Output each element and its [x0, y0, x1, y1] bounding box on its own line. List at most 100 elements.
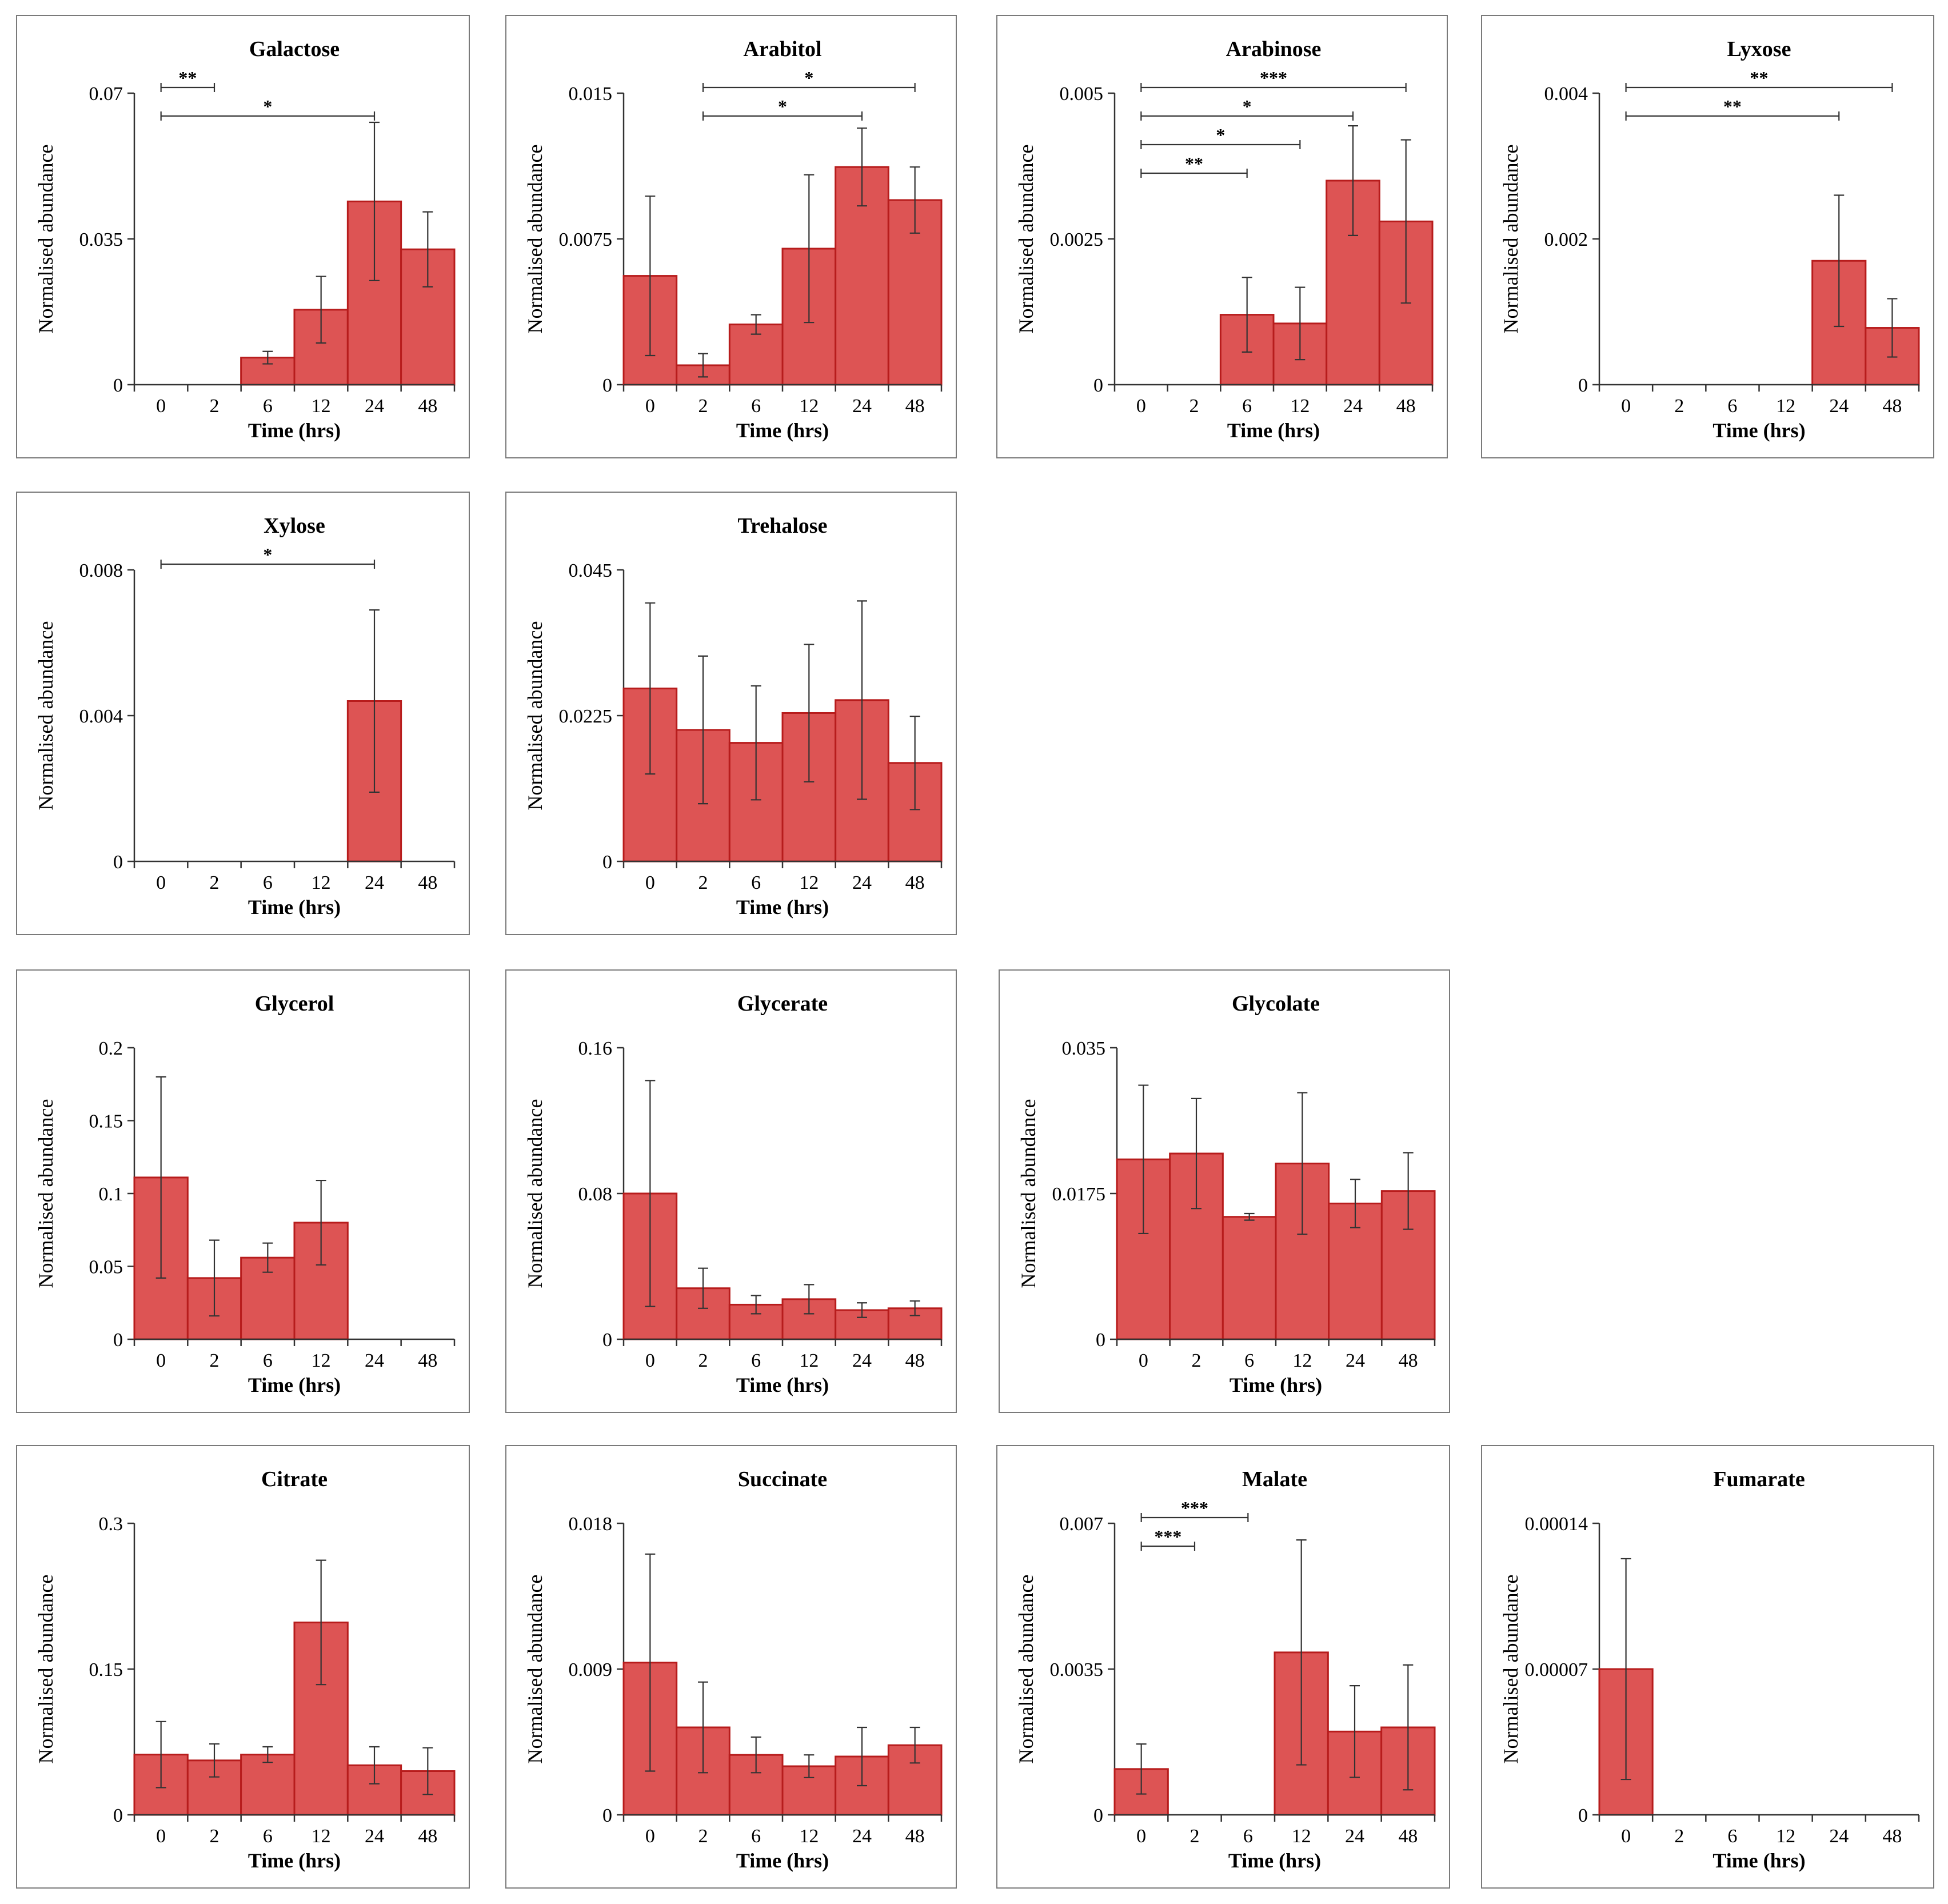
error-bar-24 [857, 600, 867, 800]
y-tick-label: 0.0075 [559, 229, 613, 250]
y-tick-label: 0 [602, 852, 612, 873]
chart-title: Galactose [249, 37, 340, 61]
x-tick-label: 48 [905, 396, 925, 417]
chart-title: Malate [1242, 1467, 1307, 1491]
significance-bracket: * [1140, 125, 1301, 149]
error-bar-2 [209, 1743, 219, 1778]
y-axis-label: Normalised abundance [34, 1099, 57, 1288]
x-tick-label: 24 [852, 872, 872, 893]
x-tick-label: 12 [799, 1350, 819, 1371]
x-tick-label: 12 [312, 396, 331, 417]
error-bar-2 [698, 1681, 708, 1774]
x-tick-label: 2 [210, 1826, 219, 1847]
error-bar-6 [751, 314, 761, 335]
y-tick-label: 0.08 [578, 1184, 613, 1205]
error-bar-12 [316, 1559, 326, 1686]
x-tick-label: 0 [156, 1826, 166, 1847]
chart-svg-trehalose: Trehalose 0 0.0225 0.045 Normalised abundanc… [524, 514, 943, 919]
chart-panel-citrate: Citrate 0 0.15 0.3 Normalised abundance 0 2 6 12… [16, 1445, 470, 1889]
x-tick-label: 6 [1244, 1350, 1254, 1371]
error-bar-0 [1620, 1558, 1631, 1781]
x-tick-label: 48 [418, 1350, 437, 1371]
x-tick-label: 0 [645, 872, 655, 893]
x-tick-label: 48 [1398, 1826, 1418, 1847]
x-tick-label: 24 [365, 872, 384, 893]
y-tick-label: 0.0035 [1050, 1659, 1104, 1681]
chart-panel-glycerate: Glycerate 0 0.08 0.16 Normalised abundance 0 2… [505, 969, 957, 1413]
x-tick-label: 2 [1674, 1826, 1684, 1847]
chart-panel-arabitol: Arabitol 0 0.0075 0.015 Normalised abundance… [505, 15, 957, 458]
x-tick-label: 0 [1621, 396, 1631, 417]
y-axis-label: Normalised abundance [1499, 1575, 1522, 1764]
chart-title: Glycolate [1232, 992, 1320, 1016]
x-tick-label: 48 [1882, 396, 1902, 417]
x-axis-label: Time (hrs) [1230, 1374, 1322, 1396]
x-tick-label: 6 [1242, 396, 1252, 417]
x-tick-label: 48 [418, 396, 437, 417]
y-axis-label: Normalised abundance [34, 621, 57, 811]
x-tick-label: 48 [1399, 1350, 1418, 1371]
chart-title: Fumarate [1713, 1467, 1805, 1491]
significance-label: ** [1723, 96, 1742, 117]
significance-bracket: * [702, 96, 863, 121]
error-bar-24 [369, 609, 380, 793]
chart-title: Glycerol [255, 992, 334, 1016]
error-bar-2 [698, 353, 708, 378]
y-tick-label: 0.008 [79, 560, 123, 581]
y-axis-label: Normalised abundance [1015, 1575, 1037, 1764]
error-bar-6 [262, 1746, 273, 1763]
y-tick-label: 0.009 [569, 1659, 613, 1681]
chart-panel-malate: Malate 0 0.0035 0.007 Normalised abundance 0 2… [996, 1445, 1450, 1889]
error-bar-24 [857, 127, 867, 207]
x-tick-label: 24 [1829, 1826, 1849, 1847]
x-tick-label: 6 [263, 396, 273, 417]
x-tick-label: 2 [210, 872, 219, 893]
significance-label: *** [1181, 1498, 1208, 1518]
x-tick-label: 6 [751, 1350, 761, 1371]
y-tick-label: 0.1 [99, 1184, 123, 1205]
y-tick-label: 0.07 [89, 83, 123, 105]
y-axis-label: Normalised abundance [524, 1575, 546, 1764]
error-bar-48 [909, 716, 920, 811]
x-tick-label: 12 [1290, 396, 1310, 417]
y-tick-label: 0.015 [569, 83, 613, 105]
error-bar-0 [1138, 1084, 1149, 1235]
y-axis-label: Normalised abundance [1017, 1099, 1040, 1288]
x-axis-label: Time (hrs) [736, 1374, 829, 1396]
x-axis-label: Time (hrs) [248, 1849, 341, 1872]
x-tick-label: 2 [1674, 396, 1684, 417]
significance-bracket: *** [1140, 1498, 1249, 1522]
x-tick-label: 12 [312, 872, 331, 893]
x-tick-label: 0 [645, 1826, 655, 1847]
chart-panel-galactose: Galactose 0 0.035 0.07 Normalised abundance 0… [16, 15, 470, 458]
significance-bracket: * [702, 67, 916, 92]
x-tick-label: 2 [210, 396, 219, 417]
x-axis-label: Time (hrs) [248, 1374, 341, 1396]
x-tick-label: 6 [263, 872, 273, 893]
chart-svg-succinate: Succinate 0 0.009 0.018 Normalised abundance… [524, 1467, 943, 1872]
y-tick-label: 0.0025 [1050, 229, 1104, 250]
x-axis-label: Time (hrs) [736, 419, 829, 442]
error-bar-48 [909, 1300, 920, 1316]
x-tick-label: 6 [263, 1350, 273, 1371]
error-bar-12 [804, 644, 815, 783]
error-bar-6 [751, 1736, 761, 1774]
chart-svg-galactose: Galactose 0 0.035 0.07 Normalised abundance 0… [34, 37, 456, 442]
y-tick-label: 0.018 [569, 1514, 613, 1535]
x-tick-label: 2 [698, 1826, 708, 1847]
error-bar-6 [262, 350, 273, 365]
error-bar-12 [804, 174, 815, 324]
y-tick-label: 0.15 [89, 1659, 123, 1681]
chart-panel-trehalose: Trehalose 0 0.0225 0.045 Normalised abundanc… [505, 492, 957, 935]
y-tick-label: 0 [602, 1330, 612, 1351]
x-tick-label: 12 [799, 872, 819, 893]
error-bar-48 [422, 1747, 433, 1795]
chart-title: Xylose [264, 514, 325, 538]
x-tick-label: 6 [751, 396, 761, 417]
error-bar-12 [1296, 1539, 1307, 1766]
error-bar-0 [1136, 1743, 1147, 1795]
x-tick-label: 0 [1139, 1350, 1148, 1371]
chart-panel-lyxose: Lyxose 0 0.002 0.004 Normalised abundance 0 2 6… [1481, 15, 1934, 458]
y-tick-label: 0.05 [89, 1257, 123, 1278]
y-tick-label: 0.0225 [559, 706, 613, 727]
